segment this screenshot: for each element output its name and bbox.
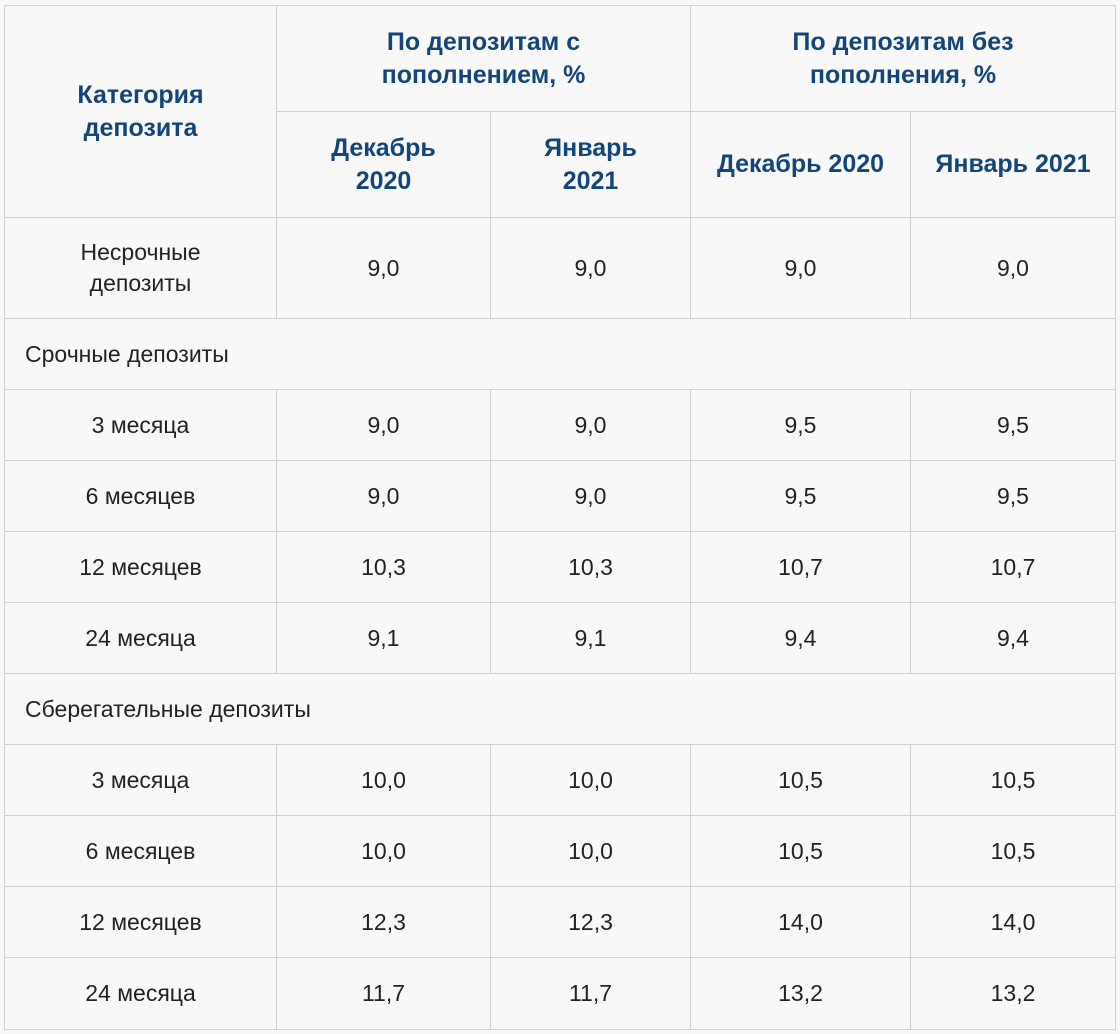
- cell-without-december: 13,2: [690, 957, 911, 1030]
- cell-with-december: 10,0: [276, 815, 491, 887]
- table-row: 6 месяцев 10,0 10,0 10,5 10,5: [4, 815, 1116, 887]
- row-label: 3 месяца: [4, 389, 277, 461]
- cell-without-january: 10,5: [910, 815, 1116, 887]
- cell-with-january: 9,0: [490, 389, 691, 461]
- row-label: 12 месяцев: [4, 886, 277, 958]
- cell-without-january: 9,5: [910, 389, 1116, 461]
- row-label: 6 месяцев: [4, 460, 277, 532]
- cell-with-december: 9,0: [276, 217, 491, 319]
- cell-without-january: 10,5: [910, 744, 1116, 816]
- table-row: 24 месяца 9,1 9,1 9,4 9,4: [4, 602, 1116, 674]
- table-body: Несрочные депозиты 9,0 9,0 9,0 9,0 Срочн…: [4, 217, 1116, 1030]
- cell-with-january: 9,0: [490, 217, 691, 319]
- deposit-rates-table: Категория депозита По депозитам с пополн…: [4, 5, 1116, 1030]
- cell-with-january: 10,0: [490, 744, 691, 816]
- row-label: Несрочные депозиты: [4, 217, 277, 319]
- table-row: 3 месяца 10,0 10,0 10,5 10,5: [4, 744, 1116, 816]
- cell-without-january: 9,0: [910, 217, 1116, 319]
- without-january-header: Январь 2021: [910, 111, 1116, 218]
- cell-without-december: 10,7: [690, 531, 911, 603]
- without-replenishment-header: По депозитам без пополнения, %: [690, 5, 1116, 112]
- cell-with-january: 11,7: [490, 957, 691, 1030]
- table-row: 3 месяца 9,0 9,0 9,5 9,5: [4, 389, 1116, 461]
- cell-with-december: 10,3: [276, 531, 491, 603]
- table-row: 12 месяцев 12,3 12,3 14,0 14,0: [4, 886, 1116, 958]
- cell-without-january: 14,0: [910, 886, 1116, 958]
- cell-without-january: 10,7: [910, 531, 1116, 603]
- cell-without-december: 14,0: [690, 886, 911, 958]
- cell-without-january: 9,4: [910, 602, 1116, 674]
- section-row: Срочные депозиты: [4, 318, 1116, 390]
- cell-without-december: 10,5: [690, 744, 911, 816]
- section-label: Срочные депозиты: [4, 318, 1116, 390]
- row-label: 24 месяца: [4, 957, 277, 1030]
- cell-without-december: 10,5: [690, 815, 911, 887]
- without-december-header: Декабрь 2020: [690, 111, 911, 218]
- cell-with-december: 9,0: [276, 460, 491, 532]
- table-row: 6 месяцев 9,0 9,0 9,5 9,5: [4, 460, 1116, 532]
- cell-without-december: 9,5: [690, 460, 911, 532]
- header-row-months: Декабрь 2020 Январь 2021 Декабрь 2020 Ян…: [5, 111, 1116, 218]
- with-replenishment-header: По депозитам с пополнением, %: [276, 5, 691, 112]
- table-row: 12 месяцев 10,3 10,3 10,7 10,7: [4, 531, 1116, 603]
- cell-with-december: 11,7: [276, 957, 491, 1030]
- cell-with-december: 9,1: [276, 602, 491, 674]
- with-january-header: Январь 2021: [490, 111, 691, 218]
- cell-with-january: 12,3: [490, 886, 691, 958]
- section-row: Сберегательные депозиты: [4, 673, 1116, 745]
- cell-with-december: 10,0: [276, 744, 491, 816]
- section-label: Сберегательные депозиты: [4, 673, 1116, 745]
- cell-without-january: 13,2: [910, 957, 1116, 1030]
- cell-with-january: 9,0: [490, 460, 691, 532]
- cell-with-january: 9,1: [490, 602, 691, 674]
- row-label: 3 месяца: [4, 744, 277, 816]
- row-label: 6 месяцев: [4, 815, 277, 887]
- table-header: Категория депозита По депозитам с пополн…: [4, 5, 1116, 218]
- table-row: Несрочные депозиты 9,0 9,0 9,0 9,0: [4, 217, 1116, 319]
- cell-without-december: 9,4: [690, 602, 911, 674]
- cell-without-december: 9,5: [690, 389, 911, 461]
- cell-with-january: 10,3: [490, 531, 691, 603]
- with-december-header: Декабрь 2020: [276, 111, 491, 218]
- cell-with-december: 12,3: [276, 886, 491, 958]
- cell-without-january: 9,5: [910, 460, 1116, 532]
- cell-without-december: 9,0: [690, 217, 911, 319]
- row-label: 12 месяцев: [4, 531, 277, 603]
- cell-with-december: 9,0: [276, 389, 491, 461]
- cell-with-january: 10,0: [490, 815, 691, 887]
- table-row: 24 месяца 11,7 11,7 13,2 13,2: [4, 957, 1116, 1030]
- category-header: Категория депозита: [4, 5, 277, 218]
- row-label: 24 месяца: [4, 602, 277, 674]
- header-row-groups: Категория депозита По депозитам с пополн…: [4, 5, 1116, 218]
